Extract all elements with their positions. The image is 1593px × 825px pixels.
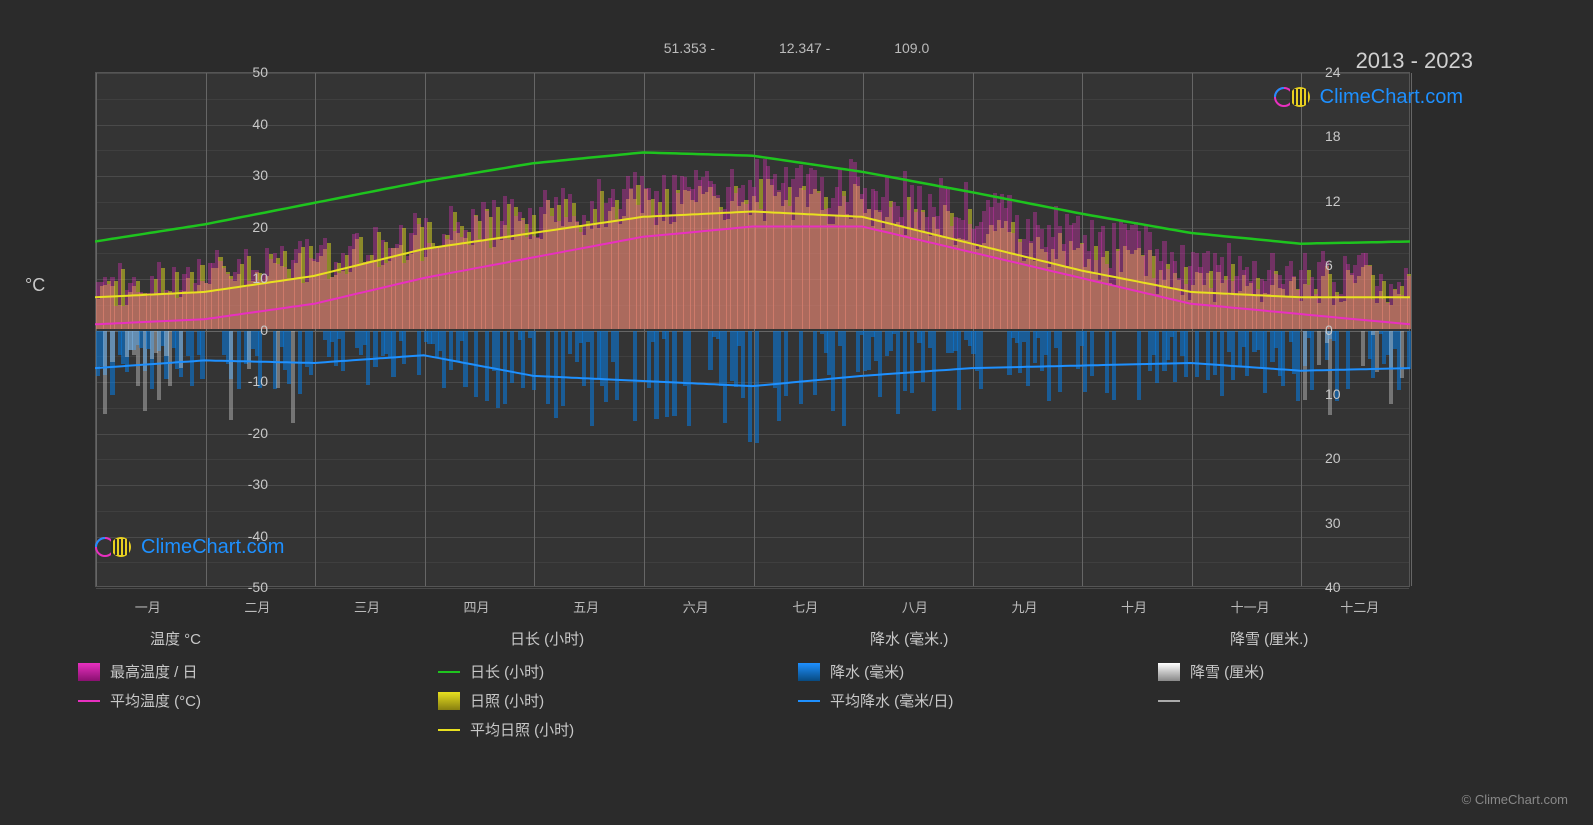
swatch-snow (1158, 663, 1180, 681)
ytick-right: 10 (1325, 386, 1365, 402)
month-label: 七月 (792, 597, 818, 616)
legend-item-sunshine-bar: 日照 (小时) (430, 690, 790, 711)
ytick-right: 30 (1325, 515, 1365, 531)
legend-header-temp: 温度 °C (70, 628, 430, 649)
ytick-right: 6 (1325, 257, 1365, 273)
ytick-right: 20 (1325, 450, 1365, 466)
legend-header-precip: 降水 (毫米.) (790, 628, 1150, 649)
legend-item-snow-line (1150, 690, 1510, 711)
ytick-left: -10 (228, 373, 268, 389)
month-label: 九月 (1011, 597, 1037, 616)
swatch-blue-line (798, 700, 820, 702)
left-axis-title: °C (25, 275, 45, 296)
ytick-right: 0 (1325, 322, 1365, 338)
brand-name: ClimeChart.com (1320, 86, 1463, 109)
legend-header-daylen: 日长 (小时) (430, 628, 790, 649)
lat-value: 51.353 - (664, 40, 715, 56)
ytick-left: 10 (228, 270, 268, 286)
month-label: 五月 (573, 597, 599, 616)
ytick-left: 50 (228, 64, 268, 80)
ytick-left: -20 (228, 425, 268, 441)
month-label: 十一月 (1231, 597, 1270, 616)
lon-value: 12.347 - (779, 40, 830, 56)
swatch-sunshine (438, 692, 460, 710)
ytick-left: 40 (228, 116, 268, 132)
month-label: 十月 (1121, 597, 1147, 616)
ytick-left: -50 (228, 579, 268, 595)
legend-header-snow: 降雪 (厘米.) (1150, 628, 1510, 649)
month-label: 十二月 (1340, 597, 1379, 616)
logo-icon (1274, 85, 1312, 109)
month-label: 一月 (135, 597, 161, 616)
ytick-left: -40 (228, 528, 268, 544)
month-label: 二月 (244, 597, 270, 616)
elev-value: 109.0 (894, 40, 929, 56)
year-range: 2013 - 2023 (1356, 48, 1473, 74)
copyright: © ClimeChart.com (1462, 792, 1568, 807)
logo-icon (95, 535, 133, 559)
ytick-left: 0 (228, 322, 268, 338)
ytick-left: 20 (228, 219, 268, 235)
swatch-green-line (438, 671, 460, 673)
plot-area (95, 72, 1410, 587)
ytick-right: 40 (1325, 579, 1365, 595)
month-label: 八月 (902, 597, 928, 616)
legend-item-temp-bar: 最高温度 / 日 (70, 661, 430, 682)
legend-item-precip-bar: 降水 (毫米) (790, 661, 1150, 682)
legend-item-precip-line: 平均降水 (毫米/日) (790, 690, 1150, 711)
swatch-temp (78, 663, 100, 681)
month-label: 三月 (354, 597, 380, 616)
swatch-yellow-line (438, 729, 460, 731)
ytick-left: 30 (228, 167, 268, 183)
ytick-right: 18 (1325, 128, 1365, 144)
legend-item-snow-bar: 降雪 (厘米) (1150, 661, 1510, 682)
swatch-pink-line (78, 700, 100, 702)
legend-item-daylen-line: 日长 (小时) (430, 661, 790, 682)
header-coords: 51.353 - 12.347 - 109.0 (0, 40, 1593, 56)
brand-logo-top: ClimeChart.com (1274, 85, 1463, 109)
legend: 温度 °C 日长 (小时) 降水 (毫米.) 降雪 (厘米.) 最高温度 / 日… (70, 628, 1510, 748)
ytick-right: 24 (1325, 64, 1365, 80)
swatch-precip (798, 663, 820, 681)
swatch-grey-line (1158, 700, 1180, 702)
legend-item-temp-line: 平均温度 (°C) (70, 690, 430, 711)
legend-item-sunshine-line: 平均日照 (小时) (430, 719, 790, 740)
ytick-right: 12 (1325, 193, 1365, 209)
month-label: 四月 (464, 597, 490, 616)
ytick-left: -30 (228, 476, 268, 492)
month-label: 六月 (683, 597, 709, 616)
climate-chart (95, 72, 1410, 587)
